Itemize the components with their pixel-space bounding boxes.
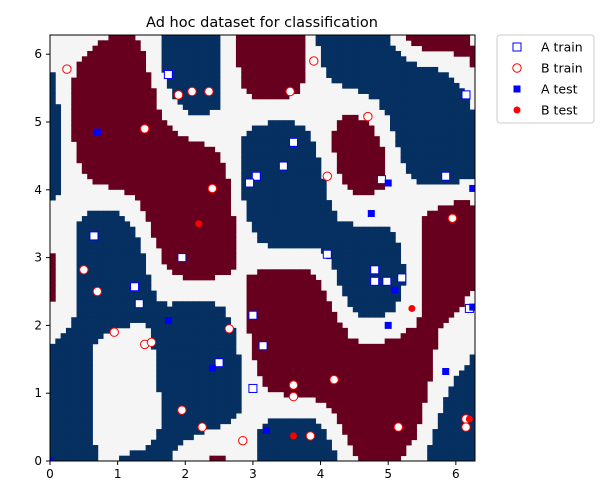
a-test-point: [384, 321, 392, 329]
legend-marker-b-train: [512, 63, 522, 73]
b-train-point: [238, 435, 248, 446]
a-train-point: [461, 90, 471, 100]
a-train-point: [441, 171, 451, 181]
data-points: [50, 56, 475, 461]
a-train-point: [289, 137, 299, 147]
a-test-point: [391, 286, 399, 294]
b-test-point: [465, 415, 473, 423]
a-train-point: [177, 253, 187, 263]
a-test-point: [384, 179, 392, 187]
legend: A train B train A test B test: [496, 34, 595, 124]
y-axis: 0 1 2 3 4 5 6: [34, 47, 50, 468]
b-train-point: [393, 422, 404, 432]
a-train-point: [89, 231, 99, 241]
a-train-point: [382, 276, 392, 286]
a-train-point: [397, 273, 407, 283]
b-train-point: [329, 374, 339, 385]
b-train-point: [288, 391, 299, 402]
b-train-point: [363, 111, 373, 122]
legend-label: A test: [541, 82, 578, 97]
b-train-point: [309, 56, 319, 66]
a-train-point: [370, 265, 380, 275]
b-train-point: [109, 327, 119, 337]
b-train-point: [305, 431, 316, 441]
b-train-point: [207, 183, 218, 194]
b-train-point: [79, 265, 89, 275]
y-tick-label: 4: [34, 183, 42, 197]
y-tick-label: 3: [34, 251, 42, 265]
a-train-point: [370, 276, 380, 286]
a-test-point: [469, 303, 475, 311]
a-test-point: [469, 184, 475, 192]
b-test-point: [408, 304, 416, 312]
y-tick-label: 1: [34, 386, 42, 400]
b-train-point: [187, 86, 197, 97]
y-tick-label: 5: [34, 115, 42, 129]
a-test-point: [262, 426, 270, 434]
a-train-point: [258, 341, 268, 351]
b-train-point: [146, 337, 157, 348]
y-tick-label: 6: [34, 47, 42, 61]
class-region-map: [50, 35, 475, 461]
a-test-point: [93, 128, 101, 136]
x-tick-label: 6: [452, 467, 460, 481]
b-train-point: [288, 380, 299, 390]
chart-title: Ad hoc dataset for classification: [146, 15, 378, 31]
a-train-point: [248, 383, 258, 393]
a-train-point: [245, 178, 255, 188]
b-train-point: [322, 171, 333, 181]
y-tick-label: 0: [34, 454, 42, 468]
plot-area: [49, 34, 476, 462]
legend-marker-b-test: [513, 106, 521, 114]
y-tick-label: 2: [34, 318, 42, 332]
legend-label: B test: [541, 103, 578, 118]
legend-label: A train: [541, 40, 583, 55]
a-test-point: [208, 364, 216, 372]
b-train-point: [139, 124, 150, 134]
b-train-point: [447, 213, 458, 223]
a-train-point: [130, 282, 140, 292]
a-train-point: [214, 358, 224, 368]
a-test-point: [442, 368, 450, 376]
b-train-point: [461, 422, 471, 432]
x-tick-label: 4: [317, 467, 325, 481]
b-train-point: [285, 86, 295, 97]
x-tick-label: 2: [181, 467, 189, 481]
a-train-point: [376, 175, 386, 185]
a-train-point: [134, 299, 144, 309]
b-test-point: [290, 432, 298, 440]
a-test-point: [367, 210, 375, 218]
x-tick-label: 1: [114, 467, 122, 481]
b-train-point: [173, 90, 184, 100]
legend-marker-a-train: [512, 42, 522, 52]
x-tick-label: 3: [249, 467, 257, 481]
x-axis: 0 1 2 3 4 5 6: [46, 461, 460, 481]
a-train-point: [322, 249, 332, 259]
b-train-point: [197, 422, 207, 432]
a-train-point: [248, 310, 258, 320]
b-train-point: [224, 324, 234, 334]
a-test-point: [50, 457, 54, 461]
b-train-point: [204, 86, 214, 97]
a-train-point: [163, 70, 173, 80]
legend-frame: [496, 34, 595, 124]
legend-marker-a-test: [513, 85, 521, 93]
plot-frame: [49, 34, 476, 462]
b-train-point: [92, 286, 103, 297]
b-train-point: [177, 405, 187, 415]
x-tick-label: 0: [46, 467, 54, 481]
b-train-point: [62, 64, 72, 74]
a-train-point: [278, 161, 288, 171]
a-test-point: [164, 317, 172, 325]
b-test-point: [195, 220, 203, 228]
x-tick-label: 5: [384, 467, 392, 481]
a-train-point: [251, 171, 261, 181]
legend-label: B train: [541, 61, 583, 76]
